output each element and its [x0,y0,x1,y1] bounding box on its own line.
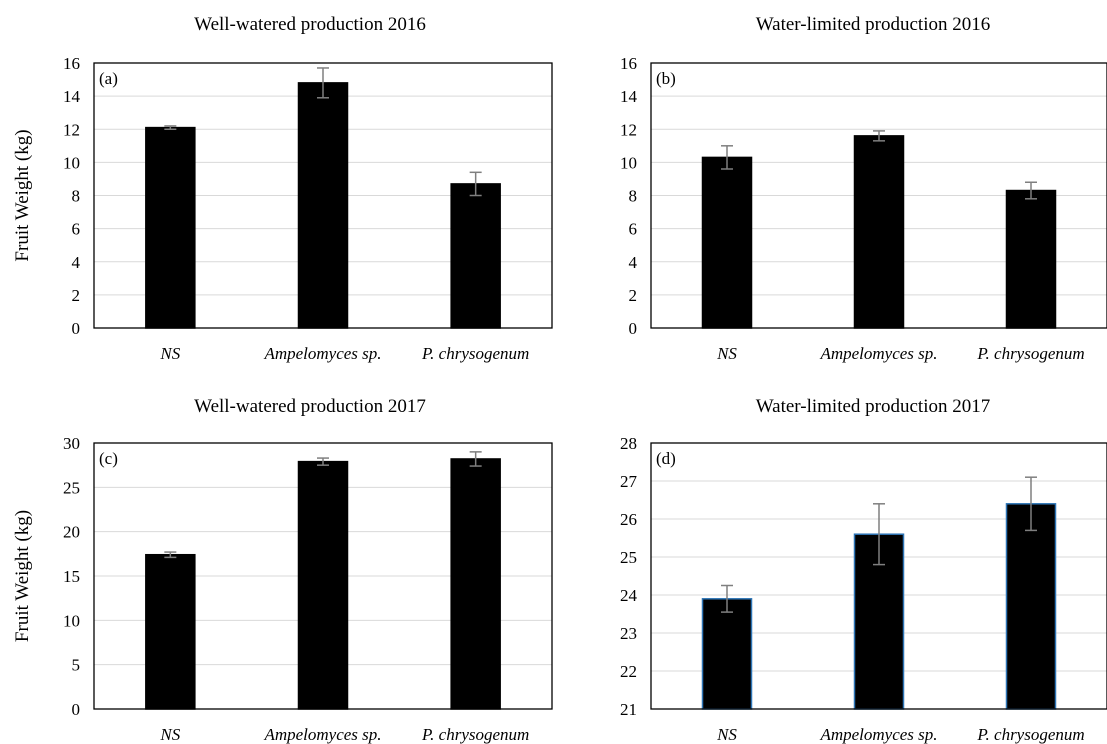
y-tick-label: 23 [620,624,637,643]
y-tick-label: 27 [620,472,638,491]
bar [1005,503,1057,710]
chart-panel-3: Water-limited production 2017 21 22 23 24 25 2… [620,396,1107,744]
x-category-label: NS [159,344,180,363]
x-category-label: P. chrysogenum [976,725,1084,744]
y-tick-label: 5 [72,656,81,675]
chart-panel-1: Water-limited production 2016 0 2 4 6 8 10 12 14… [620,14,1107,363]
x-category-label: Ampelomyces sp. [819,344,937,363]
y-tick-label: 10 [63,611,80,630]
y-tick-label: 0 [629,319,638,338]
y-tick-label: 16 [620,54,637,73]
x-category-label: P. chrysogenum [421,725,529,744]
y-tick-label: 25 [620,548,637,567]
x-category-label: NS [716,725,737,744]
y-tick-label: 14 [620,87,638,106]
y-tick-label: 4 [72,253,81,272]
y-tick-label: 2 [629,286,638,305]
y-axis-label: Fruit Weight (kg) [12,129,33,261]
y-tick-label: 10 [620,153,637,172]
x-category-label: NS [159,725,180,744]
x-category-label: NS [716,344,737,363]
y-tick-label: 12 [63,120,80,139]
bar [1005,189,1057,329]
bar [145,553,196,710]
y-tick-label: 8 [629,187,638,206]
y-tick-label: 12 [620,120,637,139]
y-tick-label: 25 [63,478,80,497]
y-tick-label: 8 [72,187,81,206]
y-tick-label: 0 [72,700,81,719]
bar [701,598,753,710]
y-tick-label: 2 [72,286,81,305]
y-tick-label: 30 [63,434,80,453]
panel-label: (a) [99,69,118,88]
y-tick-label: 22 [620,662,637,681]
y-tick-label: 24 [620,586,638,605]
plot-frame [650,62,1107,329]
x-category-label: P. chrysogenum [421,344,529,363]
bar [450,183,501,329]
y-tick-label: 10 [63,153,80,172]
bar [297,82,349,329]
panel-label: (c) [99,449,118,468]
panel-label: (b) [656,69,676,88]
y-tick-label: 28 [620,434,637,453]
y-tick-label: 6 [629,220,638,239]
y-tick-label: 0 [72,319,81,338]
chart-panel-2: Well-watered production 2017 0 5 10 15 20 25 30… [12,396,553,744]
x-category-label: Ampelomyces sp. [263,725,381,744]
bar [701,156,753,329]
chart-panel-0: Well-watered production 2016 0 2 4 6 8 10 12 14 1… [12,14,553,363]
bar [145,126,196,329]
bar [450,458,501,710]
y-tick-label: 14 [63,87,81,106]
x-category-label: Ampelomyces sp. [819,725,937,744]
panel-label: (d) [656,449,676,468]
x-category-label: P. chrysogenum [976,344,1084,363]
y-tick-label: 16 [63,54,80,73]
y-tick-label: 21 [620,700,637,719]
plot-frame [93,62,553,329]
bar [853,135,905,329]
chart-title: Well-watered production 2016 [194,14,426,35]
x-category-label: Ampelomyces sp. [263,344,381,363]
y-tick-label: 6 [72,220,81,239]
chart-title: Water-limited production 2016 [756,14,990,35]
y-axis-label: Fruit Weight (kg) [12,510,33,642]
y-tick-label: 26 [620,510,637,529]
y-tick-label: 20 [63,523,80,542]
plot-frame [93,442,553,710]
y-tick-label: 15 [63,567,80,586]
chart-title: Water-limited production 2017 [756,396,990,417]
y-tick-label: 4 [629,253,638,272]
bar [297,460,349,710]
chart-title: Well-watered production 2017 [194,396,426,417]
plot-frame [650,442,1107,710]
